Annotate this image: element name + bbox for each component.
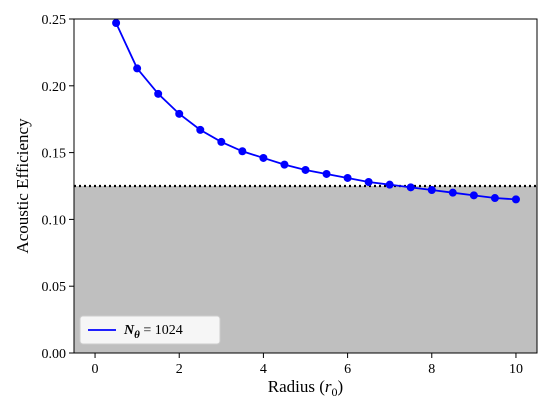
data-point [133,64,142,73]
legend-value: = 1024 [140,323,183,338]
data-point [406,183,415,192]
data-point [238,147,247,156]
axes-frame [73,18,538,354]
legend-label: Nθ = 1024 [123,323,183,341]
data-point [364,177,373,186]
x-axis-label-prefix: Radius ( [268,377,325,396]
y-tick-label: 0.10 [42,213,67,228]
series-line [115,22,517,201]
data-point [112,19,121,28]
x-axis-label-subscript: 0 [332,385,338,399]
data-point [448,188,457,197]
x-tick-label: 8 [428,362,435,377]
data-point [511,195,520,204]
data-point [301,165,310,174]
data-point [196,125,205,134]
data-point [217,137,226,146]
y-tick-label: 0.00 [42,347,67,362]
x-tick-label: 0 [92,362,99,377]
x-tick-label: 6 [344,362,351,377]
data-point [343,173,352,182]
data-point [175,109,184,118]
x-tick-label: 2 [176,362,183,377]
data-point [280,160,289,169]
x-axis-label-suffix: ) [338,377,344,396]
data-point [259,153,268,162]
plot-area [73,18,538,354]
x-axis-label: Radius (r0) [268,377,343,399]
x-axis-label-symbol: r [325,377,332,396]
y-tick-label: 0.20 [42,80,67,95]
y-axis-label: Acoustic Efficiency [13,118,32,254]
x-tick-label: 10 [509,362,523,377]
legend-subscript: θ [134,329,140,341]
data-point [322,169,331,178]
legend-symbol: N [123,323,135,338]
data-point [154,89,163,98]
y-tick-label: 0.25 [42,13,67,28]
legend-box [79,315,221,345]
legend: Nθ = 1024 [79,315,221,345]
y-tick-label: 0.05 [42,280,67,295]
axis-ticks: 0 2 4 6 8 10 0.00 0.05 0.10 0.15 0.20 0.25 [42,13,523,377]
y-tick-label: 0.15 [42,147,67,162]
x-tick-label: 4 [260,362,267,377]
data-point [427,186,436,195]
data-point [490,194,499,203]
data-point [385,180,394,189]
data-point [469,191,478,200]
